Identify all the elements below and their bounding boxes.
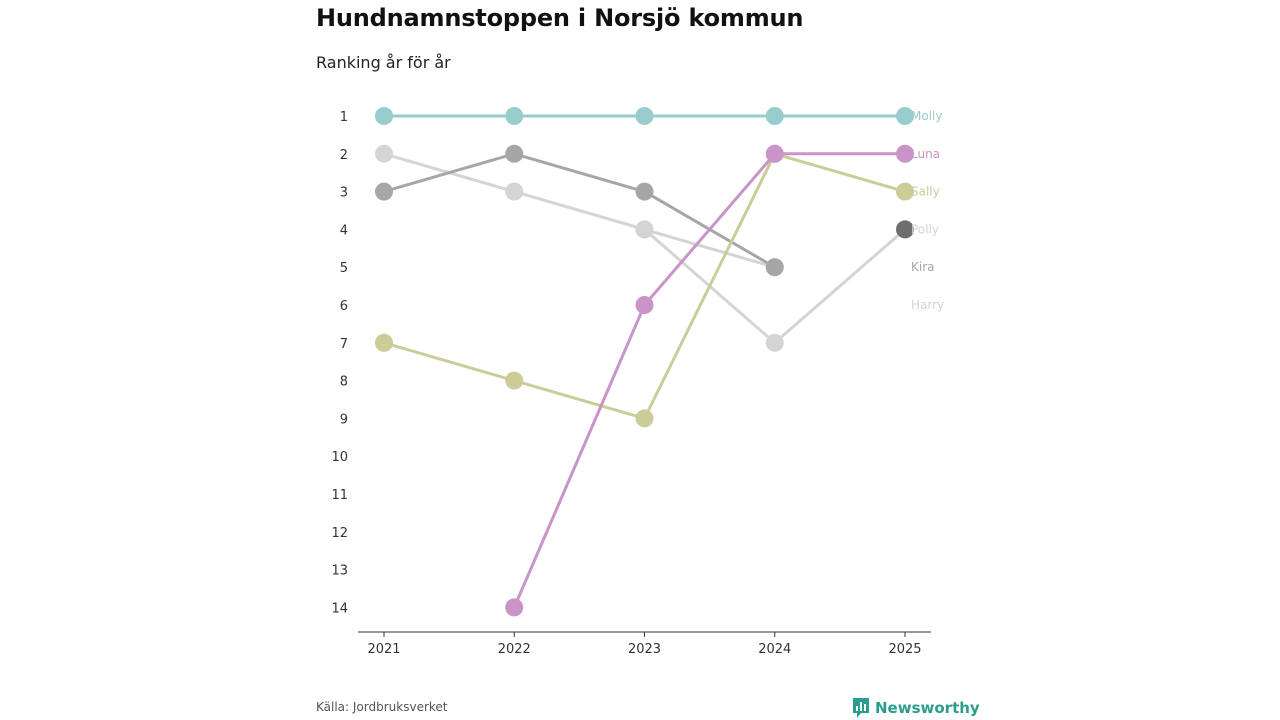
series-point-molly bbox=[896, 107, 914, 125]
series-point-kira bbox=[505, 144, 524, 163]
series-point-harry bbox=[505, 182, 524, 201]
series-line-sally bbox=[382, 341, 516, 383]
end-label-kira: Kira bbox=[911, 260, 935, 274]
x-tick-label: 2025 bbox=[888, 642, 921, 657]
chart-title: Hundnamnstoppen i Norsjö kommun bbox=[316, 4, 804, 32]
series-point-luna bbox=[505, 598, 524, 617]
series-point-molly bbox=[375, 107, 393, 125]
y-tick-label: 6 bbox=[340, 299, 348, 314]
x-tick-label: 2023 bbox=[628, 642, 661, 657]
series-line-polly bbox=[773, 227, 907, 345]
x-tick-label: 2024 bbox=[758, 642, 791, 657]
y-tick-label: 2 bbox=[340, 148, 348, 163]
series-point-molly bbox=[635, 107, 654, 125]
series-line-luna bbox=[643, 152, 777, 307]
y-tick-label: 1 bbox=[340, 110, 348, 125]
y-tick-label: 10 bbox=[331, 450, 348, 465]
y-tick-label: 4 bbox=[340, 223, 348, 238]
series-point-sally bbox=[896, 182, 914, 201]
series-point-harry bbox=[375, 144, 393, 163]
series-point-luna bbox=[635, 296, 654, 314]
brand-logo: Newsworthy bbox=[852, 697, 980, 719]
series-point-polly bbox=[635, 220, 654, 239]
series-line-sally bbox=[512, 379, 646, 420]
series-point-luna bbox=[765, 144, 784, 163]
source-note: Källa: Jordbruksverket bbox=[316, 700, 448, 714]
series-line-harry bbox=[643, 227, 777, 269]
series-line-kira bbox=[382, 152, 516, 194]
series-point-luna bbox=[896, 144, 914, 163]
series-line-sally bbox=[773, 152, 907, 194]
x-tick-label: 2022 bbox=[498, 642, 531, 657]
chart-subtitle: Ranking år för år bbox=[316, 53, 451, 72]
y-tick-label: 14 bbox=[331, 601, 348, 616]
y-tick-label: 8 bbox=[340, 375, 348, 390]
end-label-harry: Harry bbox=[911, 298, 944, 312]
series-point-polly bbox=[765, 333, 784, 352]
series-point-kira bbox=[765, 258, 784, 277]
y-tick-label: 11 bbox=[331, 488, 348, 503]
series-point-molly bbox=[505, 107, 524, 125]
brand-name: Newsworthy bbox=[875, 699, 980, 717]
series-point-kira bbox=[375, 182, 393, 201]
highlight-point bbox=[896, 220, 914, 239]
series-line-kira bbox=[512, 152, 646, 194]
y-tick-label: 7 bbox=[340, 337, 348, 352]
series-point-sally bbox=[635, 409, 654, 428]
y-tick-label: 5 bbox=[340, 261, 348, 276]
y-tick-label: 12 bbox=[331, 526, 348, 541]
y-tick-label: 13 bbox=[331, 564, 348, 579]
series-point-sally bbox=[505, 371, 524, 390]
series-line-sally bbox=[643, 152, 777, 420]
end-label-molly: Molly bbox=[911, 109, 942, 123]
x-tick-label: 2021 bbox=[367, 642, 400, 657]
newsworthy-logo-icon bbox=[853, 698, 869, 718]
series-line-luna bbox=[512, 303, 646, 609]
end-label-polly: Polly bbox=[911, 222, 939, 236]
series-point-molly bbox=[765, 107, 784, 125]
series-line-harry bbox=[512, 190, 646, 231]
end-label-sally: Sally bbox=[911, 185, 940, 199]
y-tick-label: 3 bbox=[340, 186, 348, 201]
y-tick-label: 9 bbox=[340, 412, 348, 427]
series-point-kira bbox=[635, 182, 654, 201]
series-point-sally bbox=[375, 333, 393, 352]
end-label-luna: Luna bbox=[911, 147, 940, 161]
